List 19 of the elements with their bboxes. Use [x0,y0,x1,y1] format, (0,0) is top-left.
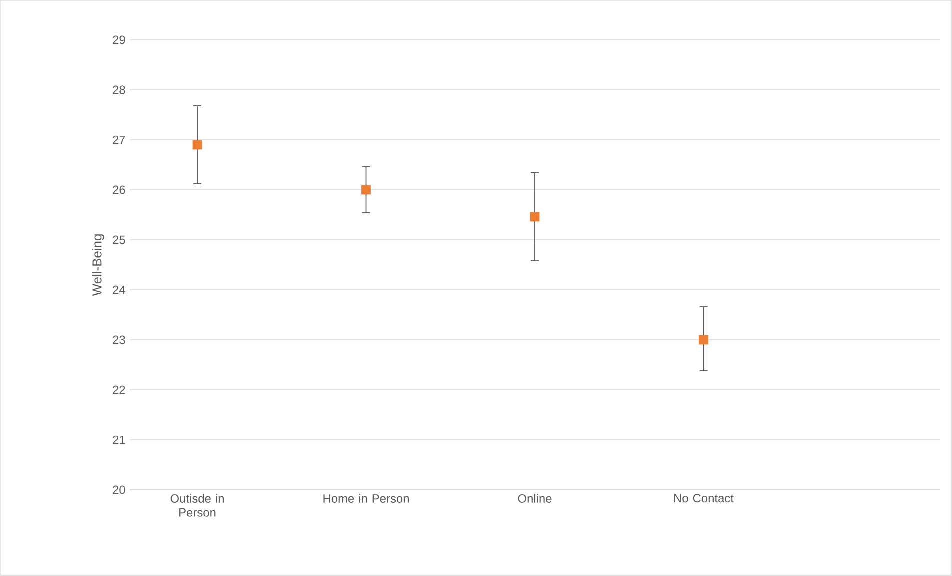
point [699,335,708,345]
y-tick-label: 22 [113,386,126,394]
x-tick-label: Outisde in Person [170,494,224,517]
point [362,185,371,195]
x-tick-label: Online [518,494,552,503]
y-tick-label: 29 [113,36,126,44]
y-tick-label: 27 [113,136,126,144]
y-tick-label: 26 [113,186,126,194]
y-tick-label: 21 [113,436,126,444]
x-tick-label: No Contact [674,494,734,503]
point [530,212,540,222]
point [192,140,202,150]
y-tick-label: 24 [113,286,126,294]
x-tick-label: Home in Person [324,494,409,503]
y-tick-label: 23 [113,336,126,344]
y-tick-label: 20 [113,486,126,494]
y-tick-label: 28 [113,86,126,94]
y-axis-title: Well-Being [92,234,104,296]
y-tick-label: 25 [113,236,126,244]
